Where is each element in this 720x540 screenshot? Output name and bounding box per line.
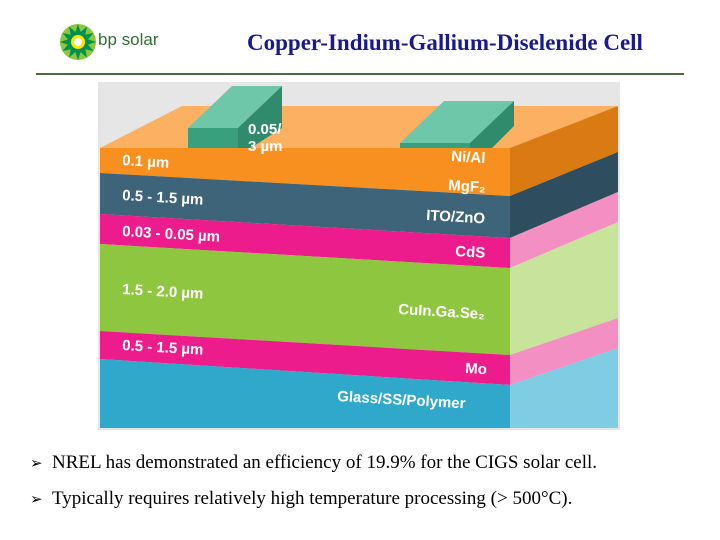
side-ito-zno (510, 152, 618, 238)
layer-thickness-label: 1.5 - 2.0 µm (122, 281, 204, 303)
layer-thickness-label: 0.1 µm (122, 152, 170, 172)
title-divider (36, 73, 684, 75)
layer-material-label: ITO/ZnO (426, 207, 486, 227)
layer-mo (100, 331, 510, 385)
bullet-list: ➢ NREL has demonstrated an efficiency of… (30, 452, 700, 524)
layer-material-label: CuIn.Ga.Se₂ (398, 301, 486, 323)
layer-thickness-label: 0.03 - 0.05 µm (122, 223, 221, 246)
layer-material-label: CdS (455, 243, 486, 262)
logo-text: bp solar (98, 30, 159, 49)
layer-material-label: MgF₂ (448, 177, 486, 196)
layer-ito-zno (100, 173, 510, 238)
bullet-text: NREL has demonstrated an efficiency of 1… (52, 452, 598, 473)
contact-left-side (238, 86, 282, 156)
side-cds (510, 192, 618, 268)
side-ni-al-mgf2 (510, 106, 618, 196)
contact-left-top (188, 86, 282, 128)
bullet-item: ➢ NREL has demonstrated an efficiency of… (30, 452, 700, 474)
layer-thickness-label: 0.5 - 1.5 µm (122, 187, 204, 209)
layer-material-label: Mo (465, 360, 488, 378)
layer-material-label: Ni/Al (451, 148, 486, 167)
contact-right-top (400, 101, 514, 143)
page-title: Copper-Indium-Gallium-Diselenide Cell (247, 30, 643, 55)
layer-thickness-label: 0.5 - 1.5 µm (122, 337, 204, 359)
layer-ni-al-mgf2 (100, 148, 510, 196)
helios-icon (60, 24, 96, 60)
side-mo (510, 318, 618, 385)
side-substrate (510, 348, 618, 428)
contact-size-label-2: 3 µm (248, 138, 283, 155)
layer-cds (100, 214, 510, 268)
bullet-item: ➢ Typically requires relatively high tem… (30, 488, 700, 510)
bp-solar-logo: bp solar (58, 22, 188, 62)
bullet-text: Typically requires relatively high tempe… (52, 488, 573, 509)
arrow-bullet-icon: ➢ (30, 454, 43, 472)
layer-substrate (100, 359, 510, 428)
side-cigs (510, 222, 618, 355)
arrow-bullet-icon: ➢ (30, 490, 43, 508)
contact-size-label-1: 0.05/ (248, 121, 282, 138)
layer-cigs (100, 244, 510, 355)
